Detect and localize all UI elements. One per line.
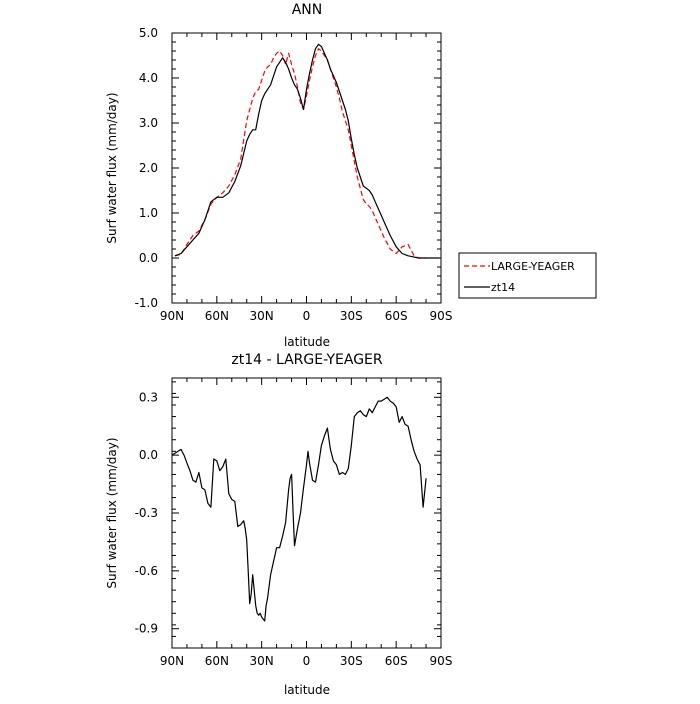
- x-tick-label: 30N: [250, 309, 274, 323]
- top-chart-title: ANN: [292, 2, 323, 18]
- y-tick-label: 1.0: [139, 206, 158, 220]
- legend-box: [458, 252, 597, 299]
- y-tick-label: 0.0: [139, 251, 158, 265]
- x-tick-label: 90S: [430, 309, 453, 323]
- top-series-lines: [174, 43, 440, 259]
- bottom-series-lines: [171, 396, 427, 622]
- legend-label-zt14: zt14: [491, 281, 515, 294]
- y-tick-label: 4.0: [139, 71, 158, 85]
- y-tick-label: -1.0: [135, 296, 158, 310]
- y-tick-label: -0.3: [135, 506, 158, 520]
- series-line-zt14: [171, 396, 427, 622]
- bottom-x-axis-label: latitude: [284, 683, 330, 697]
- series-line-zt14: [174, 43, 440, 259]
- bottom-y-axis-label: Surf water flux (mm/day): [105, 437, 119, 588]
- y-tick-label: -0.6: [135, 564, 158, 578]
- x-tick-label: 0: [303, 654, 311, 668]
- y-tick-label: 3.0: [139, 116, 158, 130]
- x-tick-label: 60S: [385, 309, 408, 323]
- y-tick-label: 5.0: [139, 26, 158, 40]
- top-panel: ANN 90N 60N 30N 0 30S 60S 90S -1.0 0.0 1.0 2.0 3.0 4…: [105, 2, 597, 349]
- y-tick-label: 2.0: [139, 161, 158, 175]
- y-tick-label: 0.3: [139, 390, 158, 404]
- x-tick-label: 60S: [385, 654, 408, 668]
- x-tick-label: 90S: [430, 654, 453, 668]
- x-tick-label: 60N: [205, 654, 229, 668]
- legend: LARGE-YEAGER zt14: [458, 252, 597, 299]
- x-tick-label: 30N: [250, 654, 274, 668]
- top-plot-frame: [171, 32, 442, 304]
- y-tick-label: -0.9: [135, 622, 158, 636]
- bottom-panel: zt14 - LARGE-YEAGER 90N 60N 30N 0 30S 60S 90S -…: [105, 352, 452, 697]
- x-tick-label: 30S: [340, 654, 363, 668]
- bottom-axis-ticks: 90N 60N 30N 0 30S 60S 90S -0.9 -0.6 -0.3 0.0 0.3: [135, 378, 453, 668]
- top-x-axis-label: latitude: [284, 335, 330, 349]
- x-tick-label: 0: [303, 309, 311, 323]
- bottom-chart-title: zt14 - LARGE-YEAGER: [231, 352, 383, 368]
- x-tick-label: 60N: [205, 309, 229, 323]
- x-tick-label: 90N: [160, 309, 184, 323]
- x-tick-label: 30S: [340, 309, 363, 323]
- x-tick-label: 90N: [160, 654, 184, 668]
- top-y-axis-label: Surf water flux (mm/day): [105, 92, 119, 243]
- series-line-large-yeager: [174, 48, 427, 259]
- top-axis-ticks: 90N 60N 30N 0 30S 60S 90S -1.0 0.0 1.0 2.0 3.0 4.0 5.…: [135, 26, 453, 323]
- y-tick-label: 0.0: [139, 448, 158, 462]
- legend-label-large-yeager: LARGE-YEAGER: [491, 260, 575, 273]
